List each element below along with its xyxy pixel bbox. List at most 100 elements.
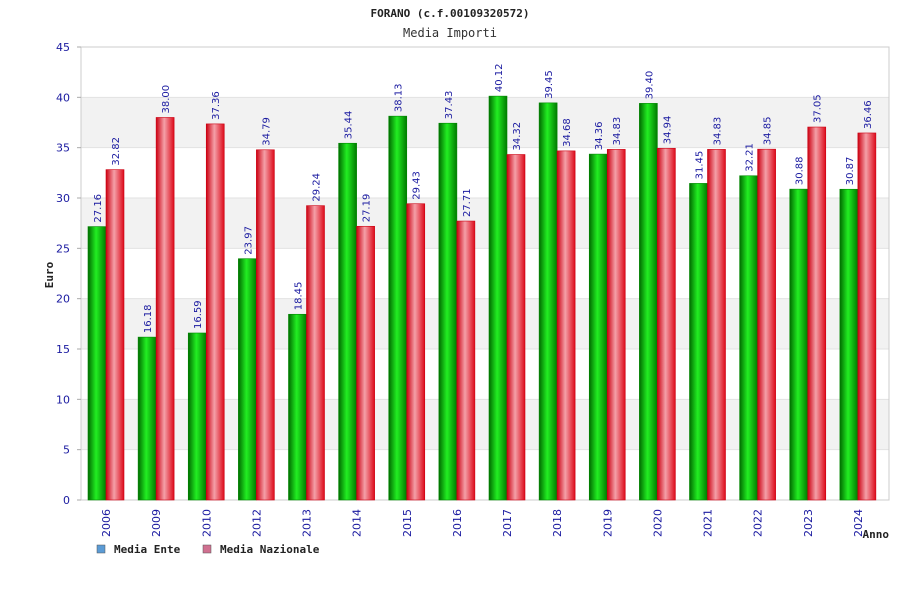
y-axis: 0 5 10 15 20 25 30 35 40 45	[56, 41, 81, 507]
bar-media-nazionale-2024	[857, 132, 877, 501]
x-axis-label: Anno	[863, 528, 890, 541]
value-label: 34.94	[662, 116, 673, 145]
value-label: 32.82	[111, 137, 122, 166]
bar-media-ente-2016	[438, 122, 458, 501]
legend: Media Ente Media Nazionale	[96, 543, 320, 556]
value-label: 35.44	[344, 111, 355, 140]
bar-media-ente-2022	[739, 175, 758, 501]
bar-media-ente-2023	[789, 188, 809, 501]
value-label: 29.43	[412, 171, 423, 200]
y-tick-label: 20	[56, 293, 70, 306]
x-tick-label: 2017	[501, 509, 514, 537]
value-label: 36.46	[863, 100, 874, 129]
y-tick-label: 10	[56, 393, 70, 406]
bars-group	[87, 95, 877, 501]
value-label: 30.87	[845, 157, 856, 186]
bar-media-ente-2019	[588, 153, 608, 501]
bar-media-ente-2013	[288, 313, 307, 501]
bar-media-ente-2021	[689, 183, 708, 501]
bar-media-ente-2015	[388, 115, 408, 501]
bar-media-nazionale-2012	[256, 149, 275, 501]
x-axis: 2006 2009 2010 2012 2013 2014 2015 2016 2017 2018…	[100, 509, 865, 537]
x-tick-label: 2010	[200, 509, 213, 537]
y-tick-label: 0	[63, 494, 70, 507]
value-label: 38.00	[161, 85, 172, 114]
legend-label-media-nazionale: Media Nazionale	[220, 543, 320, 556]
bar-media-nazionale-2016	[456, 220, 476, 501]
bar-media-ente-2009	[137, 336, 157, 501]
y-tick-label: 40	[56, 91, 70, 104]
y-tick-label: 45	[56, 41, 70, 54]
bar-media-nazionale-2019	[606, 149, 626, 501]
value-label: 27.16	[93, 194, 104, 223]
bar-media-ente-2010	[187, 332, 207, 501]
value-label: 29.24	[312, 173, 323, 202]
bar-media-ente-2017	[488, 95, 508, 501]
legend-label-media-ente: Media Ente	[114, 543, 181, 556]
y-tick-label: 35	[56, 142, 70, 155]
value-label: 18.45	[294, 282, 305, 311]
value-label: 39.45	[544, 70, 555, 99]
legend-swatch-media-nazionale	[202, 544, 212, 554]
bar-media-ente-2012	[238, 258, 257, 501]
value-label: 34.36	[594, 121, 605, 150]
value-label: 34.85	[763, 117, 774, 146]
value-label: 34.68	[562, 118, 573, 147]
value-label: 34.79	[261, 117, 272, 146]
value-label: 39.40	[644, 71, 655, 100]
value-label: 31.45	[695, 151, 706, 180]
value-label: 40.12	[494, 63, 505, 92]
x-tick-label: 2013	[301, 509, 314, 537]
y-tick-label: 15	[56, 343, 70, 356]
value-label: 23.97	[243, 226, 254, 255]
value-labels: 27.16 32.82 16.18 38.00 16.59 37.36 23.97 34.79…	[93, 63, 874, 333]
value-label: 37.05	[813, 94, 824, 123]
y-tick-label: 30	[56, 192, 70, 205]
x-tick-label: 2015	[401, 509, 414, 537]
bar-media-ente-2014	[338, 142, 357, 501]
x-tick-label: 2021	[702, 509, 715, 537]
value-label: 34.83	[713, 117, 724, 146]
x-tick-label: 2014	[351, 509, 364, 537]
bar-media-nazionale-2014	[356, 225, 375, 501]
bar-media-nazionale-2010	[205, 123, 225, 501]
bar-media-nazionale-2013	[306, 205, 325, 501]
x-tick-label: 2024	[852, 509, 865, 537]
bar-media-nazionale-2006	[105, 169, 125, 501]
bar-media-nazionale-2009	[155, 117, 175, 501]
legend-swatch-media-ente	[96, 544, 106, 554]
bar-media-nazionale-2018	[556, 150, 576, 501]
x-tick-label: 2012	[250, 509, 263, 537]
value-label: 32.21	[745, 143, 756, 172]
value-label: 16.59	[193, 300, 204, 329]
x-tick-label: 2019	[601, 509, 614, 537]
value-label: 27.71	[462, 188, 473, 217]
x-tick-label: 2018	[551, 509, 564, 537]
bar-media-ente-2020	[639, 103, 658, 501]
value-label: 34.32	[512, 122, 523, 151]
bar-media-nazionale-2017	[506, 154, 526, 501]
value-label: 34.83	[612, 117, 623, 146]
value-label: 27.19	[362, 194, 373, 223]
bar-media-nazionale-2020	[657, 147, 676, 501]
bar-media-nazionale-2015	[406, 203, 426, 501]
x-tick-label: 2016	[451, 509, 464, 537]
x-tick-label: 2022	[752, 509, 765, 537]
y-tick-label: 25	[56, 242, 70, 255]
y-tick-label: 5	[63, 444, 70, 457]
x-tick-label: 2009	[150, 509, 163, 537]
chart-subtitle: Media Importi	[403, 26, 497, 40]
y-axis-label: Euro	[43, 261, 56, 288]
bar-media-ente-2024	[839, 188, 859, 501]
value-label: 37.36	[211, 91, 222, 120]
value-label: 30.88	[795, 157, 806, 186]
bar-media-nazionale-2021	[707, 149, 726, 501]
bar-media-nazionale-2022	[757, 148, 776, 501]
bar-media-ente-2006	[87, 226, 107, 501]
plot-frame	[80, 46, 890, 501]
chart-title: FORANO (c.f.00109320572)	[371, 7, 530, 20]
bar-media-ente-2018	[538, 102, 558, 501]
bar-media-nazionale-2023	[807, 126, 827, 501]
x-tick-label: 2023	[802, 509, 815, 537]
